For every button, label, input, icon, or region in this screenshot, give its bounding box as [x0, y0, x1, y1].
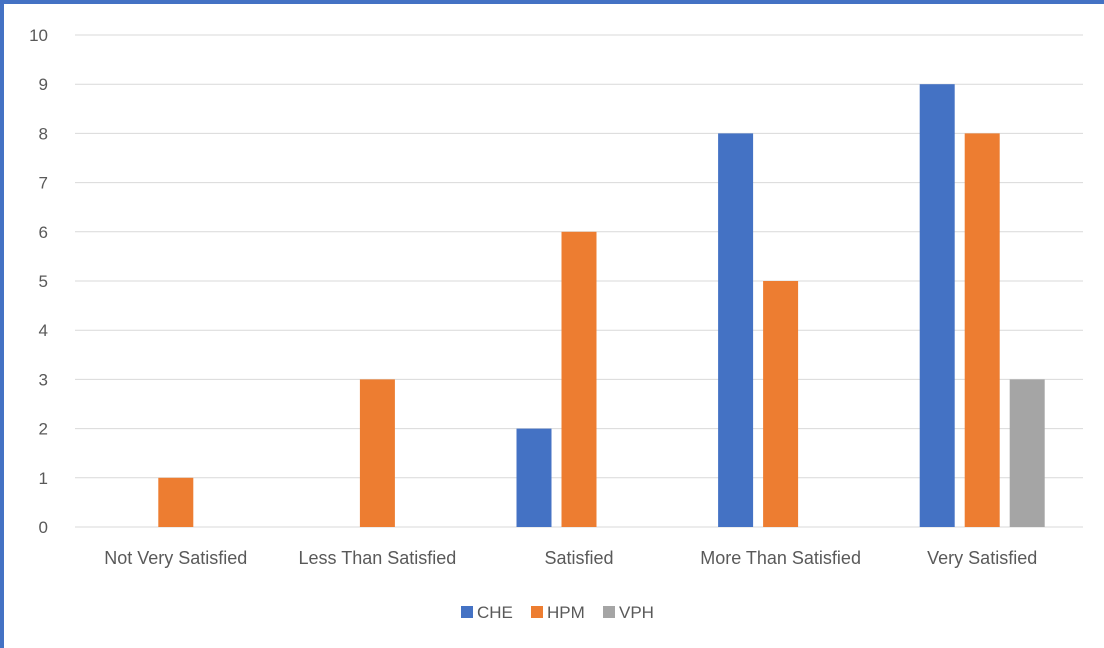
legend-label: HPM: [547, 603, 585, 622]
y-tick-label: 7: [39, 174, 48, 193]
bar-che-2: [516, 428, 552, 527]
bar-hpm-3: [763, 281, 799, 527]
bars: [158, 84, 1045, 528]
y-tick-label: 4: [39, 321, 48, 340]
bar-vph-4: [1009, 379, 1045, 527]
bar-hpm-0: [158, 477, 194, 527]
legend-item-hpm: HPM: [531, 603, 585, 622]
legend-item-che: CHE: [461, 603, 513, 622]
y-tick-label: 3: [39, 370, 48, 389]
x-axis-categories: Not Very Satisfied Less Than Satisfied Sat…: [104, 548, 1037, 568]
bar-hpm-4: [964, 133, 1000, 527]
legend-item-vph: VPH: [603, 603, 654, 622]
bar-hpm-1: [359, 379, 395, 527]
x-category-label: Very Satisfied: [927, 548, 1037, 568]
bar-che-4: [919, 84, 955, 527]
bar-che-3: [718, 133, 754, 527]
legend-label: VPH: [619, 603, 654, 622]
y-tick-label: 0: [39, 518, 48, 537]
legend-swatch: [531, 606, 543, 618]
x-category-label: Satisfied: [544, 548, 613, 568]
legend-label: CHE: [477, 603, 513, 622]
y-tick-label: 10: [29, 26, 48, 45]
y-tick-label: 9: [39, 75, 48, 94]
y-tick-label: 6: [39, 223, 48, 242]
x-category-label: Less Than Satisfied: [299, 548, 457, 568]
y-tick-label: 8: [39, 124, 48, 143]
y-axis-ticks: 0 1 2 3 4 5 6 7 8 9 10: [29, 26, 48, 537]
y-tick-label: 1: [39, 469, 48, 488]
legend: CHE HPM VPH: [461, 603, 654, 622]
y-tick-label: 5: [39, 272, 48, 291]
y-tick-label: 2: [39, 420, 48, 439]
legend-swatch: [603, 606, 615, 618]
legend-swatch: [461, 606, 473, 618]
x-category-label: More Than Satisfied: [700, 548, 861, 568]
bar-hpm-2: [561, 231, 597, 528]
x-category-label: Not Very Satisfied: [104, 548, 247, 568]
